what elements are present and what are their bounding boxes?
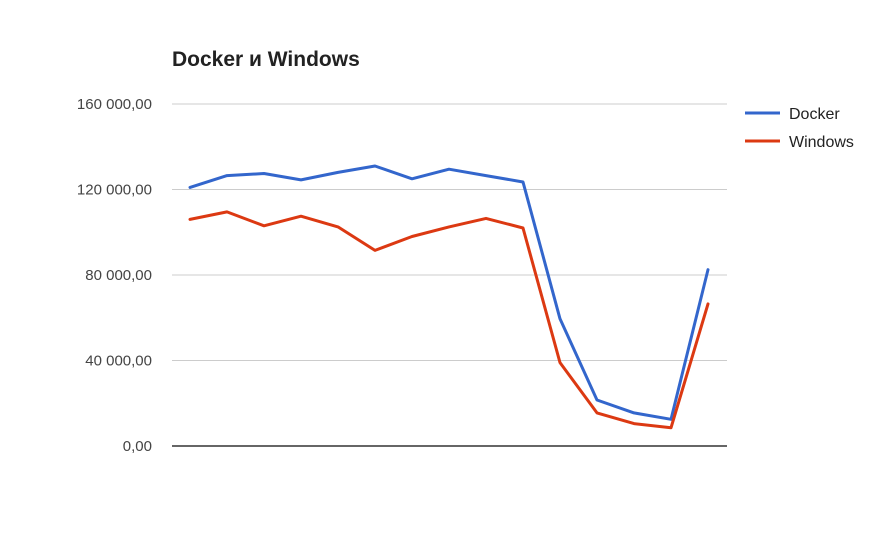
y-tick-label: 0,00 — [123, 438, 152, 455]
series-line-docker — [188, 164, 710, 421]
gridlines — [172, 103, 727, 447]
series-line-windows — [188, 210, 710, 430]
y-axis-ticks: 0,00 40 000,00 80 000,00 120 000,00 160 000,… — [77, 96, 152, 455]
series-lines — [188, 164, 710, 430]
legend-label-windows: Windows — [789, 134, 854, 151]
y-tick-label: 80 000,00 — [85, 267, 152, 284]
chart-title: Docker и Windows — [172, 48, 360, 71]
y-tick-label: 160 000,00 — [77, 96, 152, 113]
y-tick-label: 120 000,00 — [77, 182, 152, 199]
y-tick-label: 40 000,00 — [85, 353, 152, 370]
legend: Docker Windows — [745, 106, 854, 151]
legend-label-docker: Docker — [789, 106, 840, 123]
